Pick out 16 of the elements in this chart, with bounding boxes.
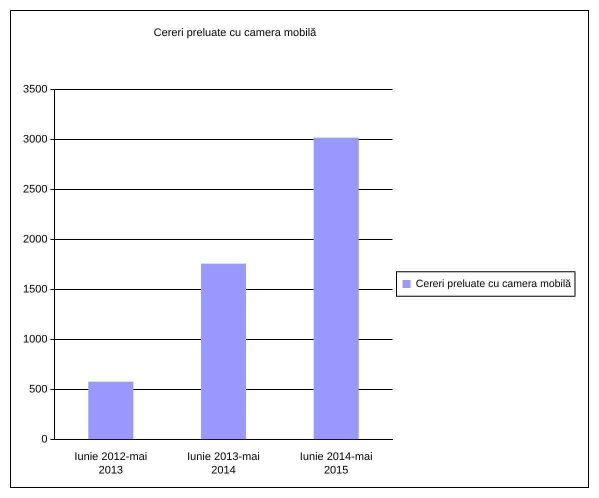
y-tick-label: 2500 [22, 184, 48, 196]
bar [200, 264, 246, 440]
y-tick-label: 3500 [22, 84, 48, 96]
y-tick-label: 1000 [22, 334, 48, 346]
y-tick-label: 0 [41, 434, 48, 446]
y-tick-label: 3000 [22, 134, 48, 146]
legend-label: Cereri preluate cu camera mobilă [416, 278, 572, 290]
bar [314, 138, 359, 440]
y-tick-label: 500 [29, 384, 48, 396]
chart-title: Cereri preluate cu camera mobilă [152, 27, 318, 39]
x-tick-label: Iunie 2013-mai 2014 [187, 451, 260, 476]
x-tick-label: Iunie 2014-mai 2015 [300, 451, 373, 476]
y-tick-label: 1500 [22, 284, 48, 296]
y-tick-label: 2000 [22, 234, 48, 246]
bar [88, 382, 134, 440]
x-tick-label: Iunie 2012-mai 2013 [74, 451, 148, 476]
